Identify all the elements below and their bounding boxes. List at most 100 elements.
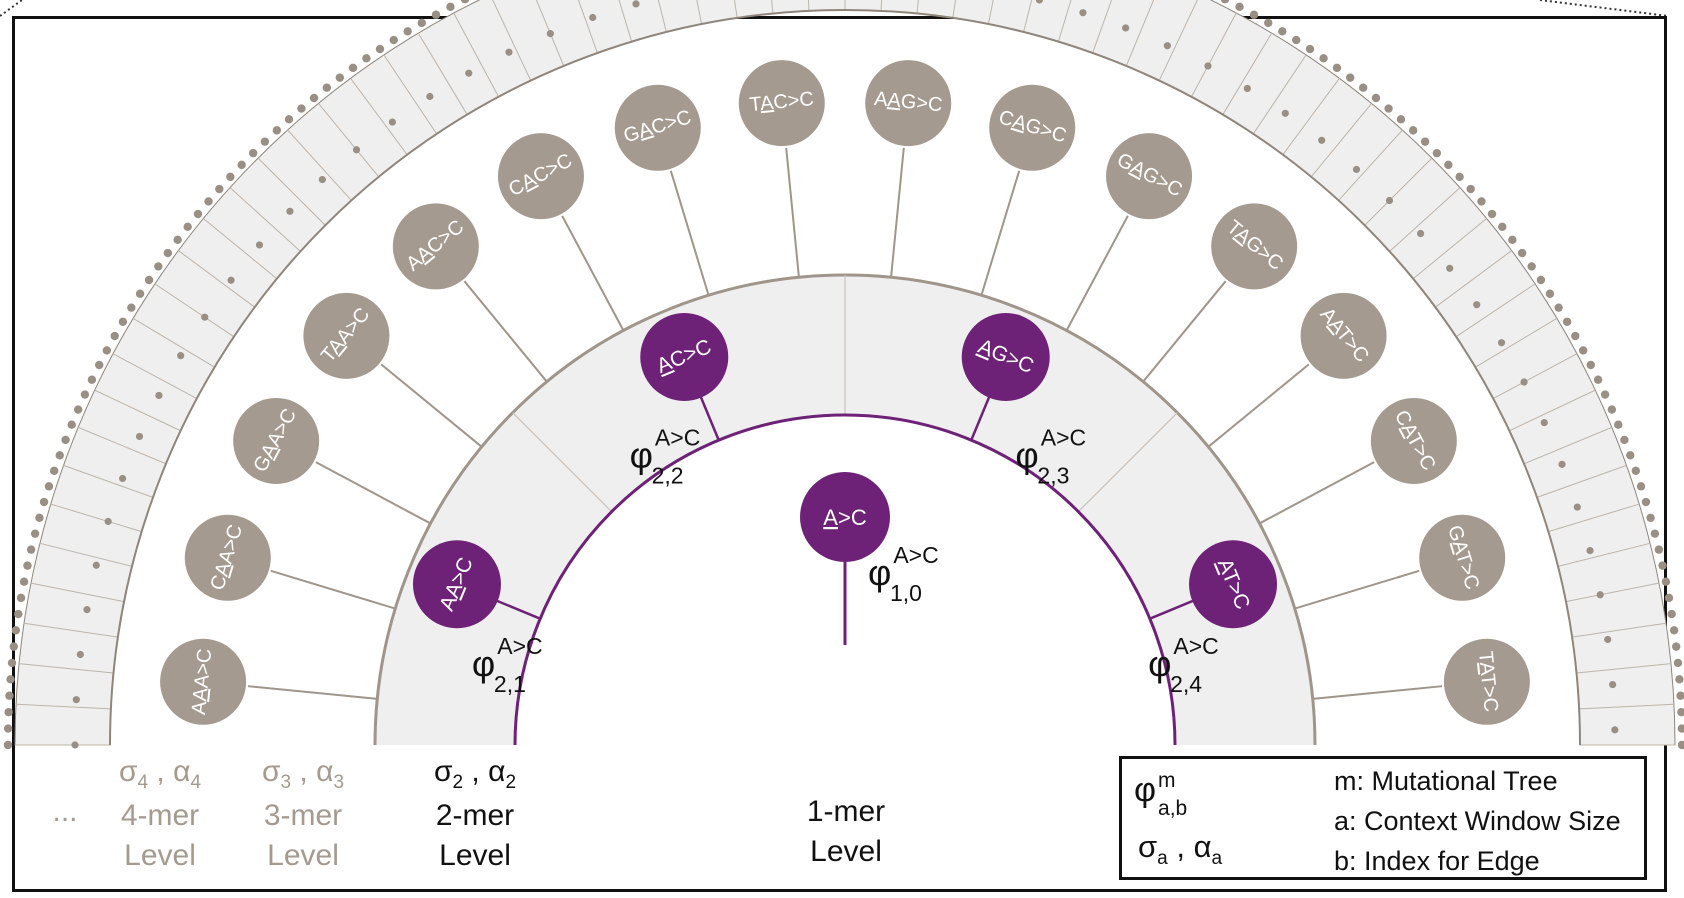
level4-dot — [1646, 513, 1655, 523]
level4-divider — [94, 389, 181, 432]
legend-box: φ m a,b σa , αa m: Mutational Tree a: Co… — [1119, 756, 1647, 880]
level4-dot — [1527, 262, 1536, 271]
level4-dot — [7, 658, 17, 668]
level3-node-circle — [233, 397, 320, 484]
level4-inner-dot — [1204, 62, 1212, 70]
level4-dot — [1614, 420, 1623, 429]
level4-divider — [1565, 582, 1660, 603]
level4-divider — [1338, 129, 1403, 201]
level3-node-circle — [497, 133, 584, 220]
level4-dot — [163, 248, 173, 258]
level3-edge — [1142, 280, 1227, 383]
level4-dot — [1586, 360, 1595, 370]
level4-divider — [1364, 157, 1433, 226]
level4-dot — [1677, 724, 1684, 733]
level3-edge — [1065, 215, 1129, 331]
level4-inner-dot — [1281, 109, 1289, 117]
level-4mer-params: σ4 , α4 — [118, 755, 202, 793]
level4-dot — [226, 172, 235, 182]
level4-inner-dot — [632, 0, 640, 8]
level4-divider — [229, 187, 301, 252]
level4-divider — [1435, 250, 1512, 308]
level4-inner-dot — [71, 741, 79, 749]
level4-dot — [1408, 126, 1418, 135]
level4-dot — [118, 317, 128, 326]
level4-dot — [1517, 248, 1527, 258]
level2-divider — [512, 412, 613, 513]
level4-dot — [1654, 545, 1664, 554]
level2-phi-label: φA>C 2,2 — [630, 424, 701, 488]
level4-dot — [215, 184, 224, 194]
level-4mer-word: Level — [124, 839, 196, 872]
level4-dot — [35, 513, 44, 523]
level3-node-circle — [392, 203, 479, 290]
level4-dot — [1667, 609, 1676, 619]
level4-dot — [375, 44, 385, 54]
level-2mer-params: σ2 , α2 — [433, 755, 517, 793]
level4-dot — [23, 561, 32, 570]
level4-divider — [577, 0, 598, 54]
level4-dot — [1220, 0, 1230, 4]
level4-divider — [18, 663, 114, 674]
level3-node-label: GAC>C — [621, 106, 694, 147]
level3-node-circle — [1370, 397, 1457, 484]
level4-dot — [9, 642, 19, 651]
level2-phi-label: φA>C 2,4 — [1148, 633, 1219, 697]
level4-divider — [492, 0, 532, 81]
level-3mer: σ3 , α3 3-mer Level — [238, 752, 368, 876]
level4-dot — [403, 27, 412, 36]
level3-node-label: GAT>C — [1443, 523, 1483, 592]
root-phi-label: φA>C 1,0 — [868, 542, 939, 606]
level4-dot — [1345, 73, 1355, 82]
level4-inner-dot — [1520, 378, 1528, 386]
level3-edge — [1294, 569, 1420, 610]
level4-dot — [1676, 691, 1684, 700]
level4-divider — [15, 703, 111, 710]
level4-divider — [987, 0, 994, 25]
level-1mer-word: Level — [810, 835, 882, 868]
level4-inner-dot — [177, 352, 185, 360]
level4-divider — [1125, 0, 1155, 67]
level4-inner-dot — [1586, 546, 1594, 555]
level4-inner-dot — [1497, 339, 1506, 347]
level4-dot — [19, 577, 29, 586]
level-3mer-word: Level — [267, 839, 339, 872]
level4-divider — [952, 0, 957, 19]
level3-node-label: TAT>C — [1474, 650, 1502, 713]
level4-dot — [14, 609, 23, 619]
level-2mer: σ2 , α2 2-mer Level — [410, 752, 540, 876]
level4-dot — [1278, 27, 1287, 36]
level4-divider — [1536, 464, 1627, 498]
level4-dot — [44, 482, 54, 491]
level4-dot — [362, 54, 371, 63]
level4-divider — [23, 622, 119, 638]
level3-node-label: AAA>C — [188, 648, 216, 716]
level4-dot — [1664, 593, 1674, 603]
level-4mer-name: 4-mer — [120, 799, 200, 832]
level4-divider — [132, 317, 215, 368]
level3-edge — [270, 569, 396, 610]
level4-dot — [6, 675, 15, 684]
level4-dot — [49, 466, 59, 475]
level4-dot — [1536, 275, 1546, 285]
level4-inner-dot — [1596, 591, 1604, 599]
level4-divider — [1509, 389, 1596, 432]
level3-node-label: CAC>C — [505, 150, 576, 202]
level4-inner-dot — [1243, 84, 1251, 93]
level4-dot — [1636, 482, 1646, 491]
level4-dot — [1432, 148, 1442, 158]
level3-edge — [980, 170, 1021, 296]
level2-node-circle — [412, 540, 501, 629]
level4-divider — [1523, 426, 1613, 465]
level3-edge — [561, 215, 625, 331]
level4-divider — [1412, 218, 1487, 280]
level4-inner-dot — [1318, 136, 1326, 144]
level4-divider — [1492, 353, 1578, 399]
level4-inner-dot — [286, 207, 294, 215]
level4-dot — [446, 2, 455, 12]
level4-dot — [1593, 375, 1603, 384]
level2-node-label: AA>C — [435, 554, 477, 614]
level4-dot — [1661, 577, 1671, 586]
level3-node-circle — [184, 514, 271, 601]
level4-dot — [1319, 54, 1328, 63]
